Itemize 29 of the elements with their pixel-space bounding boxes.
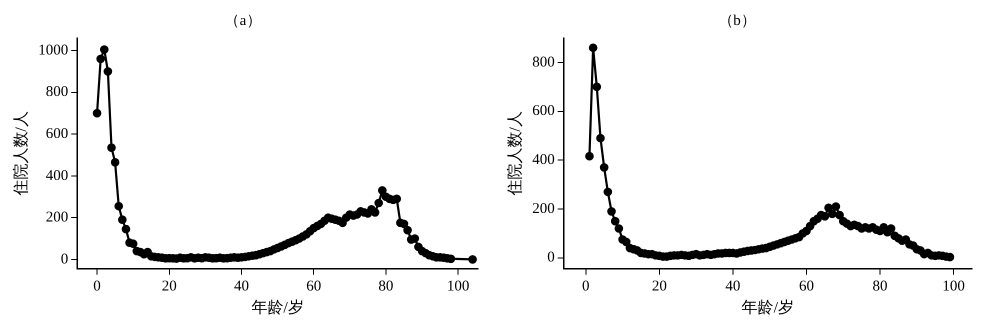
- x-tick-label: 40: [725, 278, 740, 295]
- y-tick-label: 600: [46, 126, 68, 142]
- y-tick-label: 800: [46, 84, 68, 100]
- y-axis-title: 住院人数/人: [12, 111, 30, 197]
- x-tick-label: 100: [446, 278, 470, 295]
- y-tick-label: 0: [60, 251, 68, 268]
- x-tick-label: 80: [378, 278, 394, 295]
- y-tick-label: 800: [532, 54, 555, 70]
- x-tick-label: 20: [162, 278, 177, 295]
- y-tick-label: 1000: [38, 42, 68, 58]
- x-tick-label: 0: [93, 278, 101, 295]
- y-tick-label: 600: [532, 103, 555, 120]
- x-axis-title: 年龄/岁: [251, 298, 304, 317]
- x-tick-label: 60: [798, 278, 814, 295]
- x-tick-label: 0: [582, 278, 590, 295]
- x-tick-label: 100: [942, 278, 965, 295]
- y-tick-label: 0: [547, 250, 555, 266]
- y-axis-title: 住院人数/人: [506, 111, 524, 197]
- y-tick-label: 400: [532, 152, 555, 168]
- chart-title: （a）: [224, 12, 262, 29]
- y-tick-label: 400: [46, 168, 68, 184]
- y-tick-label: 200: [532, 200, 555, 217]
- y-tick-label: 200: [46, 210, 68, 226]
- x-tick-label: 60: [306, 278, 322, 295]
- x-tick-label: 20: [652, 278, 667, 295]
- x-tick-label: 40: [234, 278, 249, 295]
- chart-title: （b）: [718, 12, 756, 29]
- x-tick-label: 80: [872, 278, 888, 295]
- x-axis-title: 年龄/岁: [742, 298, 794, 317]
